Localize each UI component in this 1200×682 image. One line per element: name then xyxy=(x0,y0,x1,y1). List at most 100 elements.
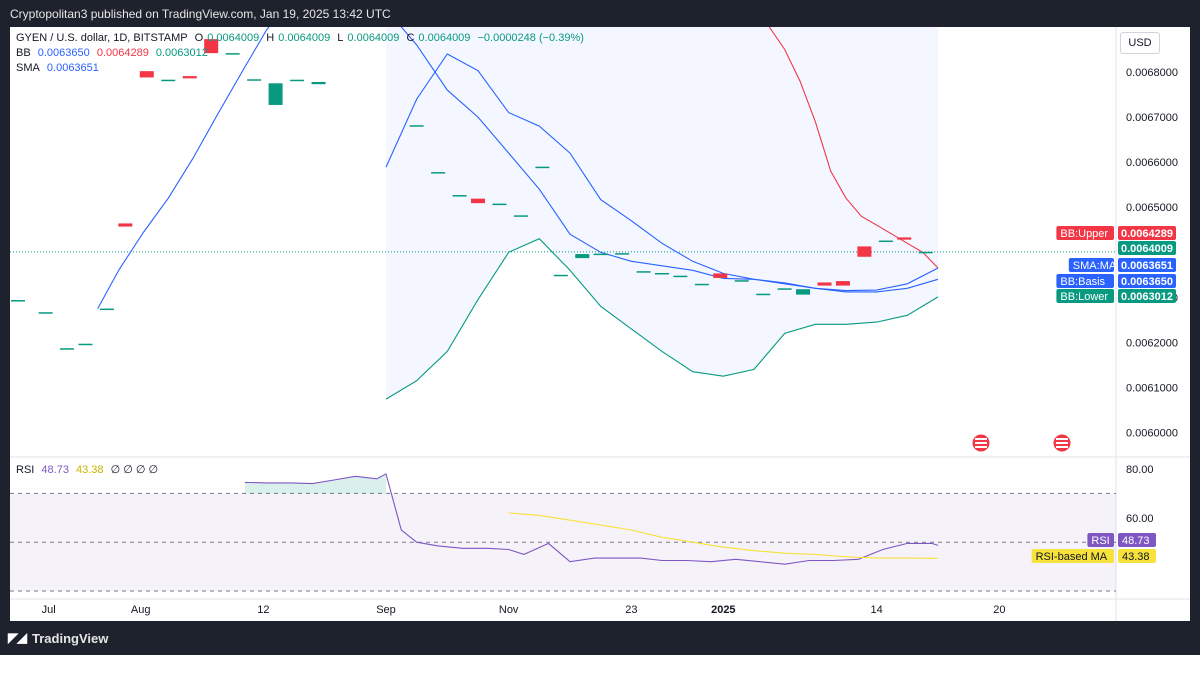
badge-value: 0.0064009 xyxy=(1121,243,1173,255)
us-flag-icon xyxy=(1052,433,1072,453)
candle xyxy=(139,71,154,78)
candle xyxy=(99,308,114,311)
rsi-badge-label-bg xyxy=(1087,533,1114,547)
us-flag-icon xyxy=(971,433,991,453)
candle xyxy=(615,253,630,255)
bb-label[interactable]: BB xyxy=(16,47,31,59)
series-line-bb-upper xyxy=(768,27,939,269)
tradingview-brand[interactable]: ◤◢ TradingView xyxy=(8,628,108,648)
badge-value-bg xyxy=(1118,226,1176,240)
time-tick-label: 14 xyxy=(871,604,883,616)
change-value: −0.0000248 (−0.39%) xyxy=(477,32,584,44)
flag-stripe xyxy=(1056,442,1068,444)
candle xyxy=(161,79,176,82)
tradingview-logo-icon: ◤◢ xyxy=(8,630,27,645)
candle xyxy=(713,273,728,278)
candle xyxy=(553,274,568,277)
brand-name: TradingView xyxy=(32,630,109,646)
time-tick-label: Sep xyxy=(376,604,396,616)
ohlc-legend: GYEN / U.S. dollar, 1D, BITSTAMP O 0.0064… xyxy=(16,31,588,45)
badge-value-bg xyxy=(1118,241,1176,255)
low-label: L xyxy=(337,32,344,44)
rsi-badge-label: RSI-based MA xyxy=(1036,551,1108,563)
sma-label[interactable]: SMA xyxy=(16,62,40,74)
candle xyxy=(431,172,446,174)
candle xyxy=(817,282,832,286)
candle xyxy=(182,76,197,79)
badge-label: BB:Basis xyxy=(1060,276,1105,288)
tradingview-frame: Cryptopolitan3 published on TradingView.… xyxy=(0,0,1200,655)
time-tick-label: 20 xyxy=(993,604,1005,616)
candle xyxy=(777,288,792,290)
candle xyxy=(60,348,75,350)
price-tick-label: 0.0061000 xyxy=(1126,382,1178,394)
time-tick-label: Nov xyxy=(499,604,519,616)
badge-value-bg xyxy=(1118,258,1176,272)
symbol-name[interactable]: GYEN / U.S. dollar, 1D, BITSTAMP xyxy=(16,32,188,44)
price-tick-label: 0.0065000 xyxy=(1126,202,1178,214)
time-tick-label: Aug xyxy=(131,604,151,616)
candle xyxy=(78,343,93,346)
candle xyxy=(268,83,283,105)
rsi-badge-value-bg xyxy=(1118,549,1156,563)
rsi-legend: RSI 48.73 43.38 ∅ ∅ ∅ ∅ xyxy=(16,463,162,477)
series-line-sma xyxy=(97,27,939,309)
time-tick-label: Jul xyxy=(42,604,56,616)
sma-value: 0.0063651 xyxy=(46,62,99,74)
candle xyxy=(225,53,240,55)
low-value: 0.0064009 xyxy=(347,32,400,44)
candle xyxy=(452,195,467,197)
rsi-label[interactable]: RSI xyxy=(16,464,35,476)
time-tick-label: 23 xyxy=(625,604,637,616)
publisher-header: Cryptopolitan3 published on TradingView.… xyxy=(10,7,391,21)
bb-upper-value: 0.0064289 xyxy=(96,47,149,59)
chart-canvas[interactable]: 0.0068000 0.0067000 0.0066000 0.0065000 0.00… xyxy=(10,27,1190,621)
open-label: O xyxy=(194,32,204,44)
candle xyxy=(694,283,709,286)
candle xyxy=(513,215,528,217)
sma-legend: SMA 0.0063651 xyxy=(16,61,103,75)
rsi-badge-label: RSI xyxy=(1091,535,1109,547)
candle xyxy=(756,293,771,296)
badge-label-bg xyxy=(1056,226,1114,240)
flag-stripe xyxy=(975,442,987,444)
candle xyxy=(593,253,608,256)
candle xyxy=(409,125,424,127)
bb-band-fill xyxy=(386,27,938,400)
close-label: C xyxy=(406,32,415,44)
chart-area[interactable]: 0.0068000 0.0067000 0.0066000 0.0065000 0.00… xyxy=(10,27,1190,621)
rsi-tick-label: 80.00 xyxy=(1126,464,1154,476)
bb-lower-value: 0.0063012 xyxy=(155,47,208,59)
candle xyxy=(247,79,262,81)
flag-stripe xyxy=(1056,438,1068,440)
candle xyxy=(290,79,305,82)
candle xyxy=(11,300,25,302)
candle xyxy=(471,198,485,204)
badge-label: BB:Upper xyxy=(1060,228,1108,240)
candle xyxy=(492,203,507,206)
price-tick-label: 0.0068000 xyxy=(1126,67,1178,79)
close-value: 0.0064009 xyxy=(418,32,471,44)
time-tick-label: 12 xyxy=(257,604,269,616)
rsi-ma-value: 43.38 xyxy=(76,464,104,476)
high-value: 0.0064009 xyxy=(278,32,331,44)
price-tick-label: 0.0060000 xyxy=(1126,427,1178,439)
candle xyxy=(636,271,651,273)
candle xyxy=(878,240,893,243)
candle xyxy=(734,280,749,282)
series-line-bb-lower xyxy=(385,238,939,400)
candle xyxy=(38,312,53,314)
candle xyxy=(673,275,688,278)
series-line-bb-basis xyxy=(385,53,939,292)
badge-value: 0.0063651 xyxy=(1121,260,1173,272)
currency-button[interactable]: USD xyxy=(1120,32,1160,54)
candle xyxy=(897,237,912,240)
badge-label-bg xyxy=(1068,258,1114,272)
flag-stripe xyxy=(1056,446,1068,448)
candle xyxy=(918,251,933,254)
rsi-line-rsi-based-ma xyxy=(508,512,939,559)
candle xyxy=(655,272,669,275)
open-value: 0.0064009 xyxy=(207,32,260,44)
time-tick-label: 2025 xyxy=(711,604,735,616)
candle xyxy=(796,289,811,295)
